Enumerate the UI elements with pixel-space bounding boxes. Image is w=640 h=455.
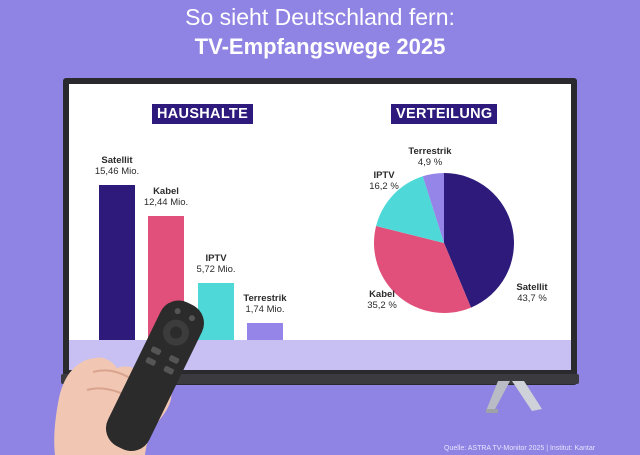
bar-value-label: 15,46 Mio.: [94, 166, 140, 177]
pie-label-iptv: IPTV 16,2 %: [349, 170, 419, 192]
pie-chart-title: VERTEILUNG: [391, 104, 498, 124]
pie-label-kabel: Kabel 35,2 %: [347, 289, 417, 311]
pie-category-label: IPTV: [373, 170, 395, 181]
bar-category-label: IPTV: [205, 253, 227, 264]
pie-label-satellit: Satellit 43,7 %: [497, 282, 567, 304]
pie-category-label: Kabel: [369, 289, 395, 300]
bar-terrestrik: [247, 323, 283, 340]
pie-value-label: 16,2 %: [369, 181, 399, 192]
pie-chart: [374, 173, 514, 313]
headline-line-1: So sieht Deutschland fern:: [185, 4, 455, 30]
source-note: Quelle: ASTRA TV-Monitor 2025 | Institut…: [444, 445, 596, 452]
bar-value-label: 5,72 Mio.: [196, 264, 236, 275]
pie-label-terrestrik: Terrestrik 4,9 %: [395, 146, 465, 168]
bar-chart-title: HAUSHALTE: [152, 104, 254, 124]
bar-satellit: [99, 185, 135, 340]
pie-value-label: 43,7 %: [517, 293, 547, 304]
bar-label-kabel: Kabel 12,44 Mio.: [126, 186, 206, 208]
bar-iptv: [198, 283, 234, 340]
bar-category-label: Kabel: [153, 186, 179, 197]
tv-screen: HAUSHALTE VERTEILUNG Satellit 15,46 Mio. K…: [69, 84, 571, 370]
tv-stand-icon: [486, 381, 542, 413]
pie-category-label: Satellit: [516, 282, 548, 293]
pie-value-label: 4,9 %: [417, 157, 443, 168]
bar-label-satellit: Satellit 15,46 Mio.: [77, 155, 157, 177]
tv-bottom-bezel: [61, 374, 579, 384]
pie-slice-iptv: [376, 176, 444, 243]
bar-label-iptv: IPTV 5,72 Mio.: [176, 253, 256, 275]
bar-value-label: 1,74 Mio.: [245, 304, 285, 315]
bar-category-label: Satellit: [101, 155, 133, 166]
pie-slice-kabel: [374, 226, 471, 313]
headline-line-2: TV-Empfangswege 2025: [194, 34, 446, 59]
pie-slice-terrestrik: [422, 173, 444, 243]
hand-holding-remote-icon: [54, 300, 204, 455]
bar-category-label: Terrestrik: [243, 293, 287, 304]
pie-category-label: Terrestrik: [408, 146, 452, 157]
pie-slice-satellit: [444, 173, 514, 308]
pie-value-label: 35,2 %: [367, 300, 397, 311]
bar-value-label: 12,44 Mio.: [143, 197, 189, 208]
bar-label-terrestrik: Terrestrik 1,74 Mio.: [225, 293, 305, 315]
